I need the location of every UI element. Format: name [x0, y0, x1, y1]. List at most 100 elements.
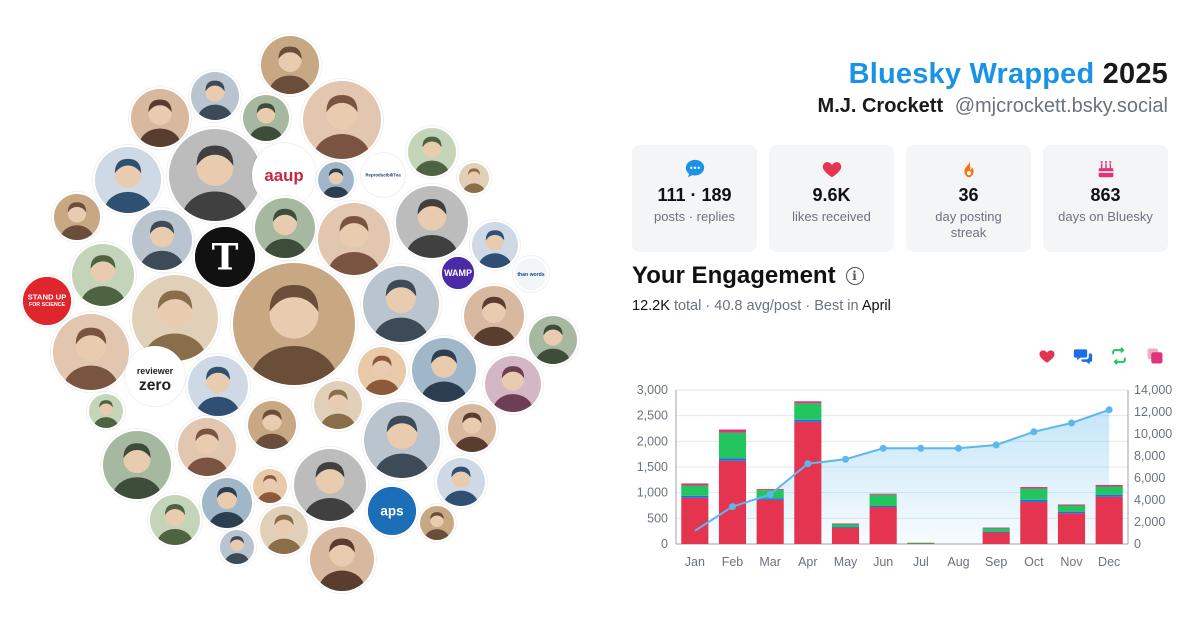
avatar-wamp: WAMP [440, 255, 476, 291]
bar-segment [831, 523, 860, 525]
bar-segment [831, 527, 860, 544]
x-tick-label: May [834, 555, 858, 569]
y-tick-left: 2,000 [637, 434, 668, 448]
separator: · [705, 298, 711, 314]
heart-icon[interactable] [1036, 345, 1058, 367]
cumulative-point [879, 444, 887, 452]
y-tick-right: 8,000 [1134, 449, 1165, 463]
avatar [312, 379, 364, 431]
quote-icon[interactable] [1144, 345, 1166, 367]
avatar [301, 79, 383, 161]
bar-segment [831, 527, 860, 528]
y-tick-right: 12,000 [1134, 405, 1172, 419]
engagement-total-label: total [673, 298, 702, 314]
y-tick-left: 500 [647, 511, 668, 525]
engagement-title-text: Your Engagement [632, 262, 836, 289]
avatar [527, 314, 579, 366]
bar-segment [1095, 486, 1123, 495]
engagement-chart: 0 500 1,000 1,500 2,000 2,500 3,000 0 2,000 4,000… [637, 383, 1173, 569]
avatar [93, 145, 163, 215]
x-tick-label: Nov [1060, 555, 1083, 569]
bar-segment [1095, 494, 1123, 497]
avatar [129, 87, 191, 149]
y-tick-left: 2,500 [637, 409, 668, 423]
avatar [259, 34, 321, 96]
avatar-logo-text: reviewer [137, 366, 174, 376]
cumulative-point [1105, 406, 1113, 414]
avatar-nyt: T [193, 225, 257, 289]
stat-value: 36 [958, 185, 979, 205]
y-tick-left: 3,000 [637, 383, 668, 397]
avatar [200, 476, 254, 530]
avatar-stand-up-for-science: STAND UP FOR SCIENCE [21, 275, 73, 327]
avatar [101, 429, 173, 501]
reply-icon[interactable] [1072, 345, 1094, 367]
engagement-best-label: Best in [814, 298, 859, 314]
avatar [167, 127, 263, 223]
chat-bubble-icon [632, 157, 757, 181]
bar-segment [794, 421, 822, 544]
page-title: Bluesky Wrapped 2025 [818, 58, 1168, 91]
avatar [356, 345, 408, 397]
x-tick-label: Oct [1024, 555, 1044, 569]
avatar-logo-text: WAMP [444, 268, 472, 278]
x-tick-label: Dec [1098, 555, 1120, 569]
repost-icon[interactable] [1108, 345, 1130, 367]
bar-segment [756, 489, 784, 491]
avatar [394, 184, 470, 260]
bar-segment [1095, 496, 1123, 544]
avatar [470, 220, 520, 270]
cumulative-point [766, 491, 774, 498]
user-handle: @mjcrockett.bsky.social [954, 95, 1168, 117]
avatar [483, 354, 543, 414]
stat-value: 863 [1090, 185, 1121, 205]
avatar-logo-text: than words [517, 272, 544, 278]
stat-card-likes: 9.6K likes received [769, 145, 894, 252]
stat-label: days on Bluesky [1058, 209, 1153, 224]
bar-segment [1057, 513, 1086, 544]
avatar [435, 456, 487, 508]
heart-icon [769, 157, 894, 181]
avatar-more-than-words: than words [513, 256, 549, 292]
bar-segment [718, 458, 747, 461]
brand-title: Bluesky Wrapped [848, 58, 1095, 90]
avatar [52, 192, 102, 242]
cumulative-point [729, 503, 736, 511]
avatar [308, 525, 376, 593]
y-tick-left: 1,000 [637, 486, 668, 500]
avatar [130, 208, 194, 272]
avatar [292, 447, 368, 523]
avatar [457, 161, 491, 195]
avatar-reproducibilitea: ReproducibiliTea [361, 153, 405, 197]
bar-segment [681, 485, 709, 496]
title-year: 2025 [1102, 58, 1168, 90]
avatar-logo-text: T [212, 237, 239, 279]
wrapped-header: Bluesky Wrapped 2025 M.J. Crockett @mjcr… [818, 58, 1168, 118]
avatar-logo-text: FOR SCIENCE [29, 302, 65, 308]
stat-label: posts · replies [654, 209, 735, 224]
cumulative-point [917, 444, 925, 452]
engagement-summary: 12.2K total · 40.8 avg/post · Best in Ap… [632, 298, 891, 314]
avatar [51, 312, 131, 392]
avatar [446, 402, 498, 454]
bar-segment [869, 507, 897, 544]
cake-icon [1043, 157, 1168, 181]
avatar [362, 400, 442, 480]
cumulative-point [955, 444, 962, 452]
engagement-average: 40.8 avg/post [714, 298, 802, 314]
stat-label: day posting streak [935, 209, 1002, 240]
x-tick-label: Jul [913, 555, 929, 569]
stat-card-posts: 111 · 189 posts · replies [632, 145, 757, 252]
bar-segment [681, 483, 709, 486]
avatar [87, 392, 125, 430]
stat-card-days: 863 days on Bluesky [1043, 145, 1168, 252]
y-tick-right: 2,000 [1134, 515, 1165, 529]
avatar [406, 126, 458, 178]
engagement-total: 12.2K [632, 298, 670, 314]
bar-segment [1057, 511, 1086, 514]
avatar-logo-text: ReproducibiliTea [365, 173, 401, 178]
avatar-logo-text: STAND UP [28, 292, 67, 301]
info-icon[interactable]: i [845, 267, 864, 285]
separator: · [805, 298, 811, 314]
